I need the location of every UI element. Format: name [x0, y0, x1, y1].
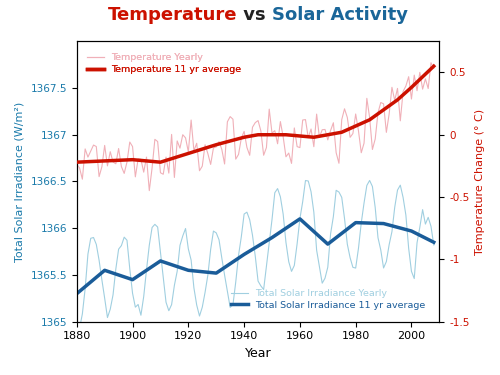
Text: Solar Activity: Solar Activity: [272, 6, 408, 24]
Y-axis label: Temperature Change (° C): Temperature Change (° C): [475, 108, 485, 255]
X-axis label: Year: Year: [245, 347, 272, 360]
Legend: Temperature Yearly, Temperature 11 yr average: Temperature Yearly, Temperature 11 yr av…: [85, 52, 243, 76]
Legend: Total Solar Irradiance Yearly, Total Solar Irradiance 11 yr average: Total Solar Irradiance Yearly, Total Sol…: [229, 287, 428, 311]
Text: vs: vs: [238, 6, 272, 24]
Text: Temperature: Temperature: [108, 6, 238, 24]
Y-axis label: Total Solar Irradiance (W/m²): Total Solar Irradiance (W/m²): [15, 101, 25, 262]
